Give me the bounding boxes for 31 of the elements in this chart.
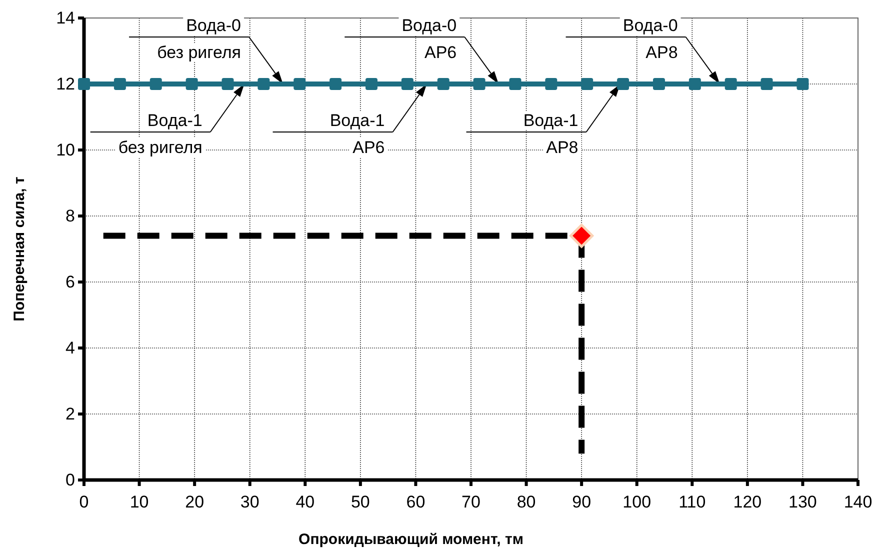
x-tick-label: 60 xyxy=(406,492,426,512)
x-tick-label: 30 xyxy=(240,492,260,512)
x-tick-label: 20 xyxy=(185,492,204,512)
x-tick-label: 80 xyxy=(516,492,536,512)
x-tick-label: 10 xyxy=(130,492,149,512)
x-tick-label: 120 xyxy=(733,492,762,512)
y-tick-label: 2 xyxy=(66,404,75,424)
annotation: Вода-1 без ригеля xyxy=(118,111,202,157)
x-tick-label: 130 xyxy=(788,492,817,512)
annotation: Вода-0 без ригеля xyxy=(157,16,242,62)
y-tick-label: 4 xyxy=(66,338,75,358)
x-tick-label: 100 xyxy=(622,492,652,512)
x-tick-label: 70 xyxy=(462,492,480,512)
y-tick-label: 10 xyxy=(56,140,75,160)
x-tick-label: 140 xyxy=(844,492,872,512)
y-tick-label: 8 xyxy=(66,206,75,226)
y-axis-title: Поперечная сила, т xyxy=(11,176,28,322)
x-tick-label: 50 xyxy=(350,492,370,512)
annotation: Вода-1 АР8 xyxy=(523,111,578,157)
y-tick-label: 0 xyxy=(66,470,75,490)
annotation: Вода-0 АР8 xyxy=(622,16,678,62)
y-tick-label: 6 xyxy=(66,272,75,292)
x-tick-label: 110 xyxy=(678,492,706,512)
x-tick-label: 0 xyxy=(79,492,89,512)
y-tick-label: 14 xyxy=(56,8,75,28)
x-tick-label: 40 xyxy=(296,492,315,512)
y-tick-label: 12 xyxy=(56,74,75,94)
annotation: Вода-0 АР6 xyxy=(402,16,457,62)
x-axis-title: Опрокидывающий момент, тм xyxy=(298,531,524,548)
x-tick-label: 90 xyxy=(572,492,592,512)
annotation: Вода-1 АР6 xyxy=(330,111,385,157)
